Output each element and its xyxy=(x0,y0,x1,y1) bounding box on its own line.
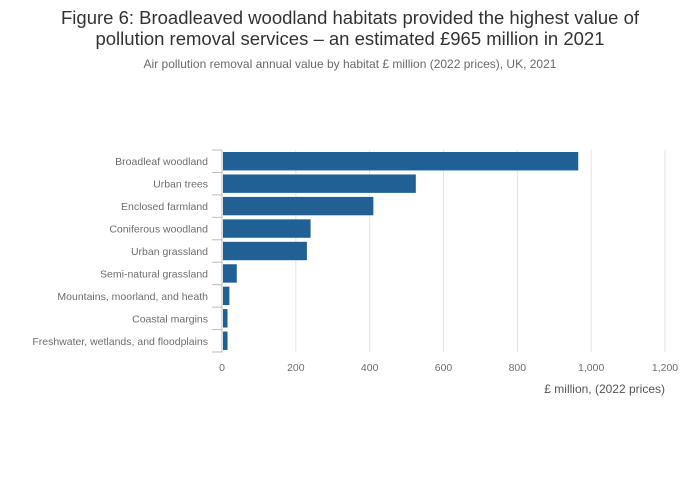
category-label: Coniferous woodland xyxy=(109,224,208,236)
category-label: Semi-natural grassland xyxy=(100,268,208,280)
bar xyxy=(223,331,228,350)
bar xyxy=(223,219,311,238)
bar xyxy=(223,264,237,283)
bars xyxy=(223,152,579,350)
category-label: Mountains, moorland, and heath xyxy=(57,291,208,303)
x-tick-label: 400 xyxy=(361,362,379,374)
bar xyxy=(223,241,307,261)
x-tick-label: 1,000 xyxy=(578,362,604,374)
category-label: Enclosed farmland xyxy=(121,201,208,213)
bar xyxy=(223,174,416,193)
x-tick-label: 0 xyxy=(219,362,225,374)
category-labels: Broadleaf woodland Urban trees Enclosed fa… xyxy=(32,156,208,348)
bar xyxy=(223,286,230,306)
x-tick-labels: 0 200 400 600 800 1,000 1,200 xyxy=(219,362,678,374)
x-axis-title: £ million, (2022 prices) xyxy=(544,382,665,396)
category-label: Urban grassland xyxy=(131,246,208,258)
bar xyxy=(223,196,374,216)
category-label: Coastal margins xyxy=(132,313,208,325)
chart-title-line-2: pollution removal services – an estimate… xyxy=(95,28,605,49)
chart-title: Figure 6: Broadleaved woodland habitats … xyxy=(0,7,700,49)
bar xyxy=(223,309,228,328)
category-label: Urban trees xyxy=(153,179,208,191)
x-tick-label: 600 xyxy=(435,362,453,374)
x-tick-label: 200 xyxy=(287,362,305,374)
category-label: Freshwater, wetlands, and floodplains xyxy=(32,336,208,348)
bar xyxy=(223,152,579,171)
x-tick-label: 800 xyxy=(509,362,527,374)
x-tick-label: 1,200 xyxy=(652,362,678,374)
chart-title-line-1: Figure 6: Broadleaved woodland habitats … xyxy=(61,7,639,28)
chart-subtitle: Air pollution removal annual value by ha… xyxy=(143,57,557,71)
category-label: Broadleaf woodland xyxy=(115,156,208,168)
